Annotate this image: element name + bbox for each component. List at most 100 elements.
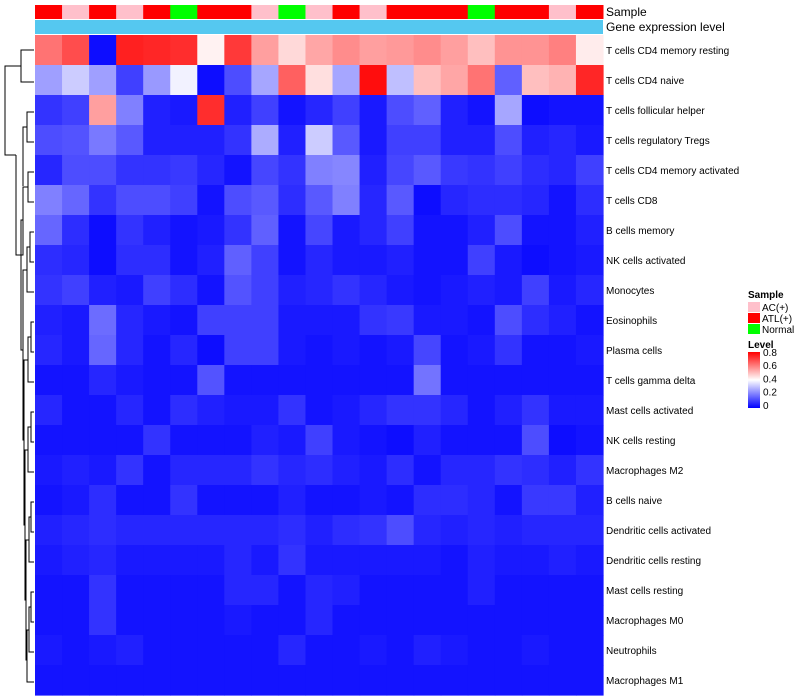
heatmap-cell — [521, 545, 550, 576]
heatmap-cell — [62, 575, 90, 606]
heatmap-cell — [305, 425, 334, 456]
heatmap-cell — [440, 515, 469, 546]
heatmap-cell — [89, 545, 117, 576]
heatmap-cell — [359, 485, 388, 516]
heatmap-cell — [548, 125, 577, 156]
heatmap-cell — [440, 425, 469, 456]
heatmap-cell — [359, 125, 388, 156]
heatmap-cell — [89, 485, 117, 516]
heatmap-cell — [278, 95, 307, 126]
heatmap-cell — [89, 35, 117, 66]
heatmap-cell — [278, 605, 307, 636]
heatmap-cell — [413, 125, 442, 156]
heatmap-cell — [332, 515, 361, 546]
legend-sample-title: Sample — [748, 290, 784, 301]
row-dendrogram — [4, 49, 34, 683]
heatmap-cell — [197, 155, 225, 186]
heatmap-cell — [224, 275, 252, 306]
heatmap-cell — [386, 635, 415, 666]
heatmap-cell — [548, 605, 577, 636]
heatmap-cell — [494, 365, 523, 396]
heatmap-cell — [305, 305, 334, 336]
heatmap-cell — [386, 155, 415, 186]
heatmap-cell — [224, 95, 252, 126]
heatmap-cell — [575, 275, 604, 306]
heatmap-cell — [440, 365, 469, 396]
heatmap-cell — [386, 305, 415, 336]
heatmap-cell — [170, 215, 198, 246]
heatmap-cell — [386, 395, 415, 426]
heatmap-cell — [521, 215, 550, 246]
heatmap-cell — [197, 245, 225, 276]
heatmap-cell — [116, 635, 144, 666]
heatmap-cell — [116, 95, 144, 126]
heatmap-cell — [440, 485, 469, 516]
heatmap-cell — [170, 95, 198, 126]
heatmap-cell — [575, 95, 604, 126]
heatmap-cell — [521, 425, 550, 456]
heatmap-cell — [89, 215, 117, 246]
heatmap-cell — [386, 545, 415, 576]
heatmap-cell — [62, 485, 90, 516]
heatmap-cell — [278, 395, 307, 426]
heatmap-cell — [413, 455, 442, 486]
legend-level-tick: 0.2 — [763, 388, 777, 399]
heatmap-cell — [35, 485, 63, 516]
heatmap-cell — [521, 635, 550, 666]
heatmap-cell — [305, 605, 334, 636]
heatmap-cell — [305, 455, 334, 486]
heatmap-cell — [467, 215, 496, 246]
row-label: Plasma cells — [606, 346, 662, 357]
heatmap-cell — [116, 125, 144, 156]
heatmap-cell — [548, 635, 577, 666]
heatmap-cell — [170, 395, 198, 426]
heatmap-cell — [548, 95, 577, 126]
legend-swatch — [748, 302, 760, 312]
heatmap-cell — [35, 35, 63, 66]
heatmap-cell — [467, 395, 496, 426]
heatmap-cell — [332, 185, 361, 216]
heatmap-cell — [116, 275, 144, 306]
heatmap-cell — [548, 485, 577, 516]
legend-level-tick: 0.8 — [763, 348, 777, 359]
heatmap-cell — [278, 515, 307, 546]
heatmap-cell — [143, 365, 171, 396]
heatmap-cell — [467, 185, 496, 216]
heatmap-cell — [62, 65, 90, 96]
legend-swatch — [748, 324, 760, 334]
heatmap-cell — [197, 545, 225, 576]
heatmap-cell — [62, 605, 90, 636]
heatmap-cell — [440, 605, 469, 636]
heatmap-cell — [251, 125, 280, 156]
heatmap-cell — [197, 455, 225, 486]
heatmap-cell — [332, 215, 361, 246]
heatmap-cell — [305, 395, 334, 426]
heatmap-cell — [170, 275, 198, 306]
heatmap-cell — [305, 35, 334, 66]
heatmap-cell — [224, 125, 252, 156]
heatmap-cell — [548, 215, 577, 246]
heatmap-cell — [440, 575, 469, 606]
heatmap-cell — [116, 605, 144, 636]
heatmap-cell — [332, 425, 361, 456]
heatmap-cell — [386, 425, 415, 456]
expression-annotation-label: Gene expression level — [606, 20, 725, 34]
heatmap-cell — [224, 605, 252, 636]
heatmap-cell — [251, 665, 280, 696]
sample-annotation-cell — [494, 5, 523, 19]
heatmap-cell — [143, 545, 171, 576]
heatmap-cell — [251, 275, 280, 306]
heatmap-cell — [197, 35, 225, 66]
heatmap-cell — [116, 455, 144, 486]
row-label: T cells regulatory Tregs — [606, 136, 710, 147]
heatmap-cell — [332, 125, 361, 156]
heatmap-cell — [170, 515, 198, 546]
heatmap-cell — [332, 635, 361, 666]
row-label: Dendritic cells activated — [606, 526, 711, 537]
sample-annotation-cell — [197, 5, 225, 19]
heatmap-cell — [35, 65, 63, 96]
heatmap-cell — [332, 455, 361, 486]
heatmap-cell — [278, 155, 307, 186]
heatmap-cell — [89, 515, 117, 546]
